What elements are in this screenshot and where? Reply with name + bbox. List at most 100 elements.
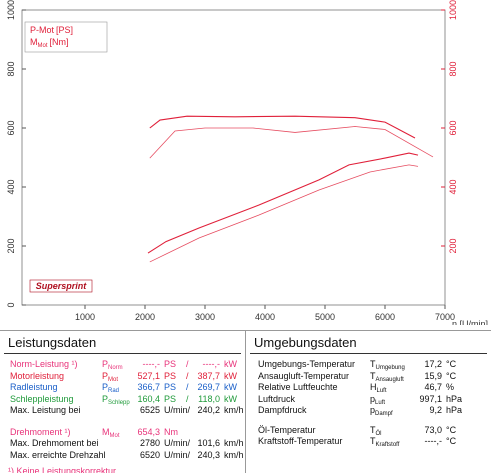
row-label: Max. Leistung bei bbox=[10, 405, 81, 415]
value: 101,6 bbox=[197, 438, 220, 448]
unit: U/min/ bbox=[164, 449, 191, 460]
symbol-sub: Mot bbox=[108, 376, 119, 383]
unit: km/h bbox=[224, 449, 244, 460]
value: 366,7 bbox=[137, 382, 160, 392]
row-label: Norm-Leistung ¹) bbox=[10, 359, 78, 369]
symbol-letter: T bbox=[370, 424, 376, 435]
row-label: Umgebungs-Temperatur bbox=[258, 359, 356, 369]
value: 997,1 bbox=[419, 393, 442, 404]
x-axis-label: n [U/min] bbox=[452, 319, 488, 325]
logo: Supersprint bbox=[36, 281, 88, 291]
symbol: TKraftstoff bbox=[370, 436, 399, 451]
unit: kW bbox=[224, 382, 237, 392]
symbol-letter: p bbox=[370, 393, 376, 404]
separator: / bbox=[186, 359, 189, 369]
symbol: MMot bbox=[102, 427, 120, 442]
unit: kW bbox=[224, 393, 237, 404]
y2-tick-label: 800 bbox=[448, 61, 458, 76]
row-label: Motorleistung bbox=[10, 370, 65, 381]
value: 15,9 bbox=[424, 370, 442, 381]
symbol-letter: p bbox=[370, 405, 376, 415]
row-label: Dampfdruck bbox=[258, 405, 307, 415]
symbol-sub: Rad bbox=[108, 388, 120, 394]
value: 17,2 bbox=[424, 359, 442, 369]
value: 46,7 bbox=[424, 382, 442, 392]
unit: °C bbox=[446, 370, 457, 381]
unit: PS bbox=[164, 393, 177, 404]
value: 160,4 bbox=[137, 393, 160, 404]
row-label: Max. erreichte Drehzahl bbox=[10, 449, 106, 460]
legend-sub: Mot bbox=[38, 43, 48, 49]
logo-badge bbox=[29, 279, 93, 293]
unit: kW bbox=[224, 359, 237, 369]
unit: % bbox=[446, 382, 455, 392]
symbol: PNorm bbox=[102, 359, 123, 374]
legend-entry: P-Mot [PS] bbox=[30, 25, 73, 35]
symbol-sub: Luft bbox=[375, 399, 386, 406]
value: 6520 bbox=[139, 449, 160, 460]
symbol-letter: P bbox=[102, 382, 109, 392]
symbol: TAnsaugluft bbox=[370, 371, 404, 386]
symbol-sub: Umgebung bbox=[375, 365, 405, 371]
unit: km/h bbox=[224, 405, 244, 415]
symbol-sub: Öl bbox=[375, 430, 382, 437]
y-tick-label: 200 bbox=[6, 238, 16, 253]
value: 240,3 bbox=[197, 449, 220, 460]
value: 6525 bbox=[139, 405, 160, 415]
divider bbox=[4, 353, 241, 354]
row-label: Radleistung bbox=[10, 382, 58, 392]
value: 118,0 bbox=[198, 393, 220, 404]
value: 240,2 bbox=[197, 405, 220, 415]
x-tick-label: 6000 bbox=[375, 312, 395, 322]
x-tick-label: 5000 bbox=[315, 312, 335, 322]
y2-tick-label: 1000 bbox=[448, 0, 458, 20]
series-line bbox=[149, 126, 434, 159]
y-tick-label: 1000 bbox=[6, 0, 16, 20]
y2-tick-label: 400 bbox=[448, 179, 458, 194]
row-label: Relative Luftfeuchte bbox=[258, 382, 338, 392]
separator: / bbox=[186, 393, 189, 404]
divider bbox=[250, 353, 487, 354]
symbol-sub: Mot bbox=[109, 432, 120, 439]
symbol-letter: T bbox=[370, 436, 376, 446]
unit: PS bbox=[164, 370, 177, 381]
series-line bbox=[149, 164, 419, 263]
legend-box bbox=[24, 21, 108, 53]
legend-name: M bbox=[30, 37, 38, 47]
separator: / bbox=[186, 382, 189, 392]
symbol-letter: P bbox=[102, 359, 109, 369]
symbol-letter: P bbox=[102, 370, 109, 381]
panel-title: Leistungsdaten bbox=[8, 335, 97, 350]
symbol-sub: Dampf bbox=[375, 411, 393, 417]
value: 2780 bbox=[139, 438, 160, 448]
value: ----,- bbox=[142, 359, 161, 369]
x-tick-label: 2000 bbox=[135, 312, 155, 322]
symbol-sub: Luft bbox=[376, 388, 387, 394]
legend-unit: [PS] bbox=[56, 25, 73, 35]
symbol: TUmgebung bbox=[370, 359, 405, 374]
symbol-sub: Kraftstoff bbox=[375, 442, 400, 448]
y2-tick-label: 600 bbox=[448, 120, 458, 135]
value: ----,- bbox=[202, 359, 221, 369]
value: ----,- bbox=[424, 436, 443, 446]
symbol-letter: T bbox=[370, 359, 376, 369]
row-label: Kraftstoff-Temperatur bbox=[258, 436, 343, 446]
unit: U/min/ bbox=[164, 405, 191, 415]
legend-unit: [Nm] bbox=[50, 37, 69, 47]
unit: PS bbox=[164, 382, 177, 392]
unit: PS bbox=[164, 359, 177, 369]
unit: kW bbox=[224, 370, 237, 381]
row-label: Drehmoment ¹) bbox=[10, 426, 71, 437]
symbol: PRad bbox=[102, 382, 119, 397]
value: 73,0 bbox=[424, 424, 442, 435]
row-label: Ansaugluft-Temperatur bbox=[258, 370, 350, 381]
row-label: Max. Drehmoment bei bbox=[10, 438, 99, 448]
y-tick-label: 0 bbox=[6, 302, 16, 307]
symbol: pLuft bbox=[370, 394, 385, 409]
symbol: PSchlepp bbox=[102, 394, 130, 409]
value: 269,7 bbox=[197, 382, 220, 392]
row-label: Luftdruck bbox=[258, 393, 296, 404]
legend-entry: MMot [Nm] bbox=[30, 37, 69, 49]
right-panel: Umgebungsdaten Umgebungs-Temperatur TUmge… bbox=[246, 330, 491, 473]
